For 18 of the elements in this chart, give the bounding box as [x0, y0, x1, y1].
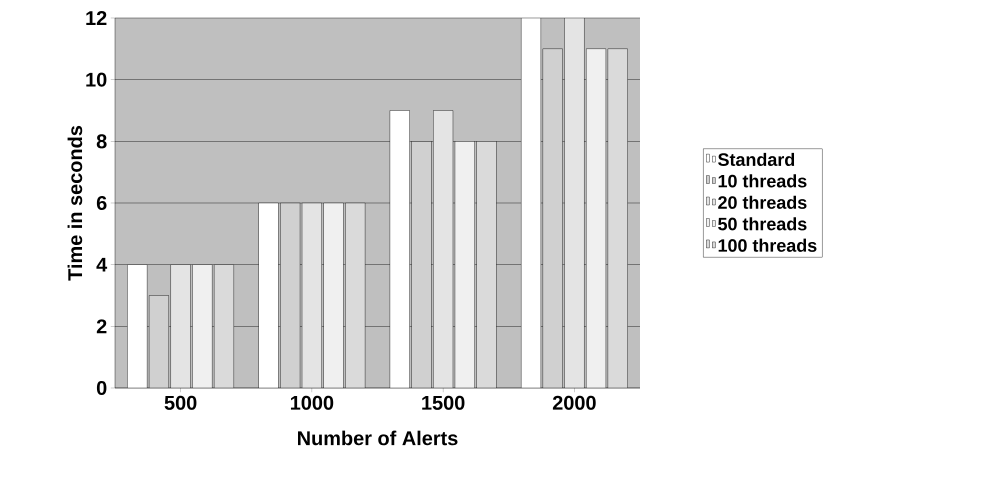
- x-tick-label: 500: [164, 396, 196, 410]
- y-tick-label: 4: [96, 258, 108, 272]
- y-tick-label: 6: [96, 196, 107, 210]
- y-axis-title: Time in seconds: [68, 126, 82, 281]
- x-axis-title: Number of Alerts: [298, 430, 458, 446]
- x-tick-label: 1500: [422, 396, 464, 410]
- y-tick-label: 0: [96, 380, 106, 396]
- x-tick-label: 2000: [552, 396, 596, 410]
- legend-label: 10 threads: [718, 174, 806, 188]
- legend-label: Standard: [718, 152, 794, 166]
- x-tick-label: 1000: [290, 396, 334, 410]
- y-tick-label: 12: [86, 11, 106, 25]
- y-tick-label: 8: [96, 134, 107, 148]
- legend-label: 20 threads: [718, 196, 806, 209]
- legend-label: 50 threads: [718, 217, 806, 230]
- legend-label: 100 threads: [718, 238, 816, 252]
- y-tick-label: 10: [86, 72, 106, 87]
- y-tick-label: 2: [96, 319, 106, 334]
